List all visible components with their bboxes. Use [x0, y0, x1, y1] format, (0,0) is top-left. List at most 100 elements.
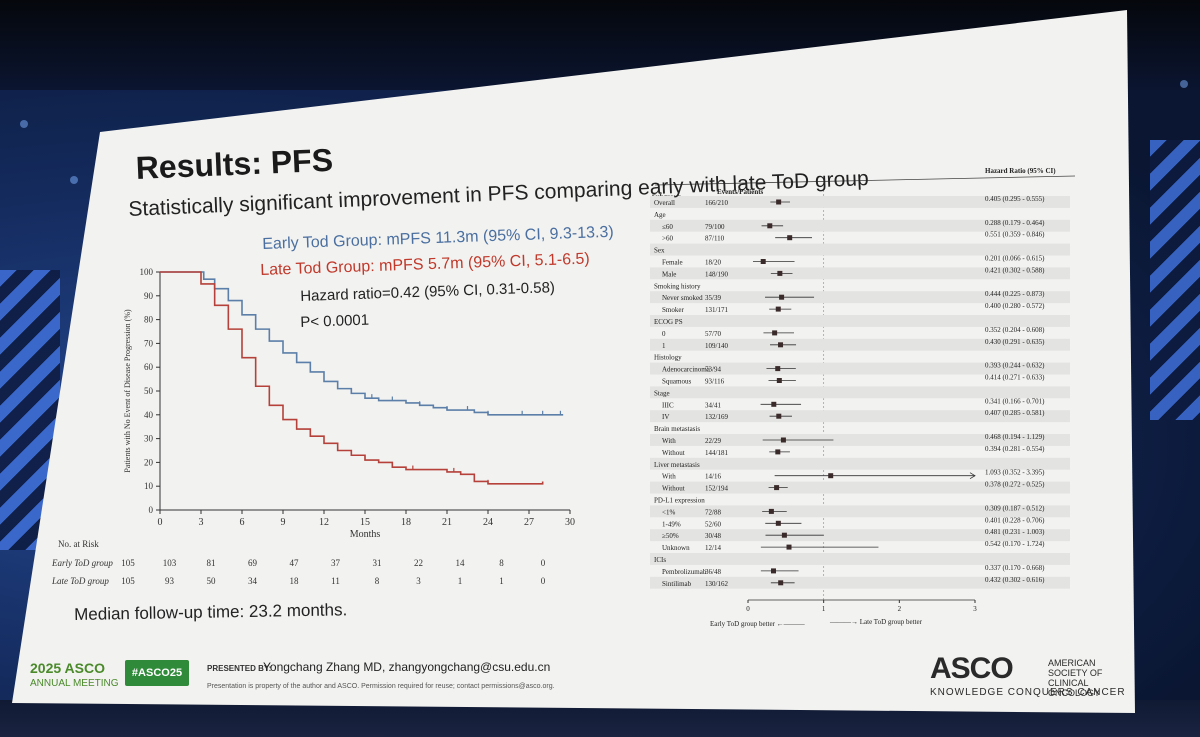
- forest-row-events: 52/60: [705, 520, 721, 528]
- forest-row-label: ECOG PS: [654, 318, 683, 326]
- forest-row-label: Histology: [654, 354, 682, 362]
- forest-row-label: Liver metastasis: [654, 461, 700, 469]
- forest-row-events: 131/171: [705, 306, 728, 314]
- risk-value: 11: [331, 576, 340, 586]
- forest-favors-left: Early ToD group better ←———: [710, 620, 806, 628]
- risk-value: 69: [248, 558, 258, 568]
- risk-value: 14: [456, 558, 466, 568]
- forest-point: [776, 378, 782, 383]
- forest-row-hr: 1.093 (0.352 - 3.395): [985, 469, 1045, 477]
- forest-row-hr: 0.352 (0.204 - 0.608): [985, 326, 1045, 334]
- forest-row-events: 132/169: [705, 413, 728, 421]
- forest-row-band: [650, 576, 1070, 589]
- risk-value: 47: [290, 558, 300, 568]
- risk-value: 8: [499, 558, 504, 568]
- forest-row-events: 36/48: [705, 568, 721, 576]
- forest-point: [768, 508, 774, 514]
- forest-row-events: 79/100: [705, 223, 725, 231]
- risk-value: 22: [414, 558, 423, 568]
- forest-header-rule: [654, 175, 1076, 186]
- forest-row-label: >60: [662, 235, 673, 243]
- risk-value: 105: [121, 576, 135, 586]
- forest-row-label: Stage: [654, 389, 670, 397]
- forest-row-label: Without: [662, 485, 685, 493]
- forest-row-hr: 0.414 (0.271 - 0.633): [985, 374, 1045, 382]
- km-x-axis-label: Months: [350, 529, 381, 540]
- forest-point: [772, 330, 778, 336]
- forest-row-band: [650, 410, 1070, 423]
- km-x-tick-label: 12: [319, 517, 329, 528]
- risk-value: 8: [375, 576, 380, 586]
- asco-meeting-label: ANNUAL MEETING: [30, 678, 119, 689]
- forest-row-band: [650, 553, 1070, 565]
- forest-row-events: 30/48: [705, 532, 721, 540]
- forest-point: [775, 306, 781, 312]
- km-x-tick-label: 27: [524, 517, 534, 528]
- forest-row-label: Smoking history: [654, 282, 701, 290]
- risk-value: 18: [290, 576, 300, 586]
- km-y-tick-label: 60: [144, 362, 154, 372]
- forest-row-events: 57/70: [705, 330, 721, 338]
- hashtag-badge: #ASCO25: [125, 660, 189, 686]
- risk-value: 93: [165, 576, 175, 586]
- forest-point: [774, 485, 780, 491]
- forest-row-hr: 0.341 (0.166 - 0.701): [985, 397, 1045, 405]
- km-y-axis-label: Patients with No Event of Disease Progre…: [123, 309, 132, 473]
- km-x-tick-label: 0: [158, 517, 163, 528]
- km-x-tick-label: 30: [565, 517, 575, 528]
- km-y-tick-label: 100: [140, 267, 154, 277]
- km-y-tick-label: 90: [144, 291, 154, 301]
- p-value-text: P< 0.0001: [300, 311, 370, 331]
- forest-row-hr: 0.201 (0.066 - 0.615): [985, 255, 1045, 263]
- forest-row-band: [650, 196, 1070, 208]
- forest-row-hr: 0.401 (0.228 - 0.706): [985, 516, 1045, 524]
- stage-light: [20, 120, 28, 128]
- forest-header-events: Events/Patients: [717, 188, 764, 196]
- forest-point: [778, 342, 784, 348]
- forest-row-events: 73/94: [705, 366, 721, 374]
- forest-point: [777, 270, 783, 276]
- risk-value: 34: [248, 576, 258, 586]
- forest-row-events: 130/162: [705, 580, 728, 588]
- asco-meeting-year: 2025 ASCO: [30, 660, 105, 676]
- right-stage-decor: [1150, 140, 1200, 420]
- forest-row-label: Male: [662, 270, 676, 278]
- forest-row-label: <1%: [662, 508, 675, 516]
- forest-row-label: IIIC: [662, 401, 674, 409]
- forest-point: [776, 199, 782, 205]
- forest-row-label: 1: [662, 342, 666, 350]
- forest-row-events: 14/16: [705, 473, 721, 481]
- forest-row-band: [650, 267, 1070, 280]
- forest-row-band: [650, 362, 1070, 375]
- forest-row-hr: 0.337 (0.170 - 0.668): [985, 564, 1045, 572]
- risk-value: 0: [541, 558, 546, 568]
- forest-row-label: Sintilimab: [662, 580, 692, 588]
- forest-row-label: 0: [662, 330, 666, 338]
- forest-row-label: Without: [662, 449, 685, 457]
- risk-table-title: No. at Risk: [58, 539, 99, 549]
- forest-row-hr: 0.432 (0.302 - 0.616): [985, 576, 1045, 584]
- forest-row-band: [650, 481, 1070, 494]
- forest-plot: Hazard Ratio (95% CI)SubgroupEvents/Pati…: [650, 167, 1076, 628]
- forest-row-events: 34/41: [705, 401, 721, 409]
- km-early-curve: [160, 271, 564, 416]
- km-x-tick-label: 18: [401, 517, 411, 528]
- km-y-tick-label: 70: [144, 338, 154, 348]
- forest-row-label: Never smoked: [662, 294, 703, 302]
- forest-row-hr: 0.393 (0.244 - 0.632): [985, 362, 1045, 370]
- km-x-tick-label: 6: [240, 517, 245, 528]
- forest-point: [775, 366, 781, 372]
- forest-row-label: Squamous: [662, 378, 691, 386]
- km-x-tick-label: 15: [360, 517, 370, 528]
- forest-row-events: 12/14: [705, 544, 721, 552]
- forest-row-hr: 0.481 (0.231 - 1.003): [985, 528, 1045, 536]
- km-x-tick-label: 21: [442, 517, 452, 528]
- forest-row-events: 18/20: [705, 259, 721, 267]
- risk-value: 50: [207, 576, 217, 586]
- forest-x-tick-label: 0: [746, 605, 750, 613]
- forest-row-label: Brain metastasis: [654, 425, 700, 433]
- copyright-disclaimer: Presentation is property of the author a…: [207, 683, 555, 690]
- forest-row-events: 109/140: [705, 342, 728, 350]
